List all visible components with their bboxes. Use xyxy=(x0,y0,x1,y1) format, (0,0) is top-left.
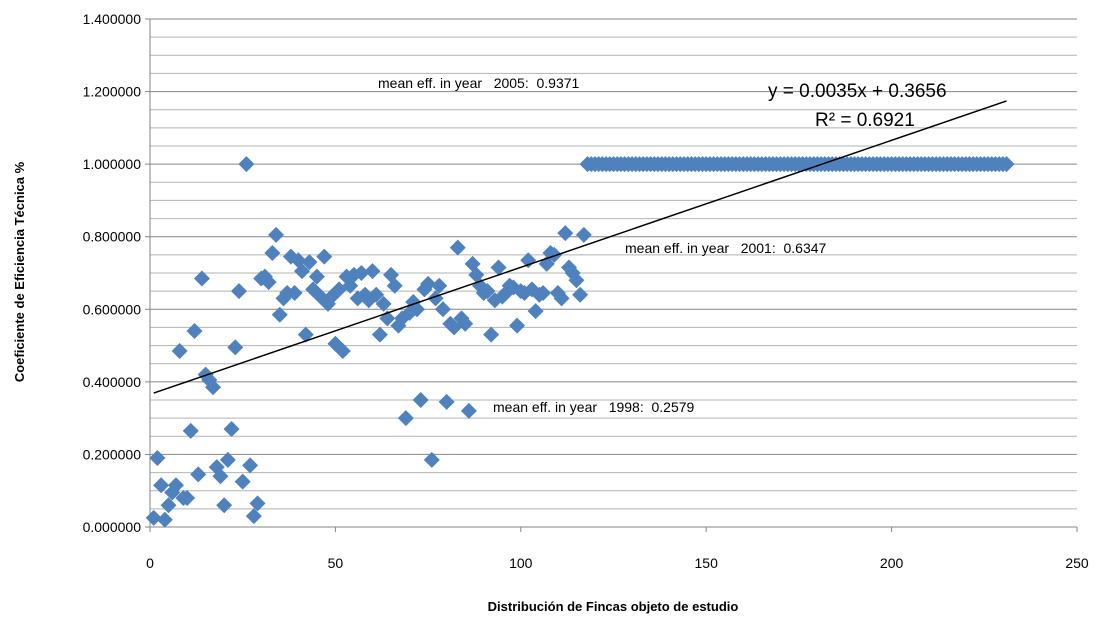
data-point xyxy=(153,477,170,494)
data-point xyxy=(156,511,173,528)
data-point xyxy=(420,275,437,292)
annotation-2001: mean eff. in year 2001: 0.6347 xyxy=(625,240,827,256)
data-point xyxy=(375,295,392,312)
data-point xyxy=(449,239,466,256)
data-point xyxy=(190,466,207,483)
data-point xyxy=(316,248,333,265)
data-point xyxy=(294,263,311,280)
data-point xyxy=(219,451,236,468)
data-point xyxy=(568,272,585,289)
data-point xyxy=(572,286,589,303)
data-point xyxy=(535,284,552,301)
data-point xyxy=(353,265,370,281)
data-point xyxy=(538,255,555,272)
trendline-equation: y = 0.0035x + 0.3656 xyxy=(768,81,947,102)
data-point xyxy=(301,254,318,271)
data-point xyxy=(160,497,177,514)
annotation-2005: mean eff. in year 2005: 0.9371 xyxy=(378,75,580,91)
data-point xyxy=(334,343,351,360)
trendline-r-squared: R² = 0.6921 xyxy=(815,110,915,131)
data-point xyxy=(479,283,496,300)
data-point xyxy=(182,422,199,439)
data-point xyxy=(497,284,514,301)
x-tick-label: 150 xyxy=(695,555,719,571)
data-point xyxy=(149,450,166,467)
data-point xyxy=(557,225,574,242)
data-point xyxy=(520,252,537,269)
data-point xyxy=(371,326,388,343)
y-tick-label: 1.000000 xyxy=(83,156,142,172)
data-point xyxy=(223,421,240,438)
y-tick-label: 0.800000 xyxy=(83,229,142,245)
y-tick-label: 1.400000 xyxy=(83,11,142,27)
x-tick-label: 0 xyxy=(146,555,154,571)
data-point xyxy=(431,277,448,294)
data-point xyxy=(457,315,474,332)
data-point xyxy=(268,226,285,243)
data-point xyxy=(171,343,188,360)
data-point xyxy=(490,259,507,276)
data-point xyxy=(386,277,403,294)
y-axis-ticks: 0.000000 0.200000 0.400000 0.600000 0.800000… xyxy=(83,11,150,535)
annotation-1998: mean eff. in year 1998: 0.2579 xyxy=(493,399,695,415)
trendline xyxy=(153,100,1007,394)
y-tick-label: 0.400000 xyxy=(83,374,142,390)
data-point xyxy=(553,290,570,307)
data-point xyxy=(509,317,526,334)
data-point xyxy=(408,301,425,318)
data-point xyxy=(575,226,592,243)
data-point xyxy=(216,497,233,514)
x-tick-label: 250 xyxy=(1065,555,1089,571)
data-point xyxy=(205,379,222,396)
data-point xyxy=(483,326,500,343)
data-point xyxy=(264,245,281,262)
data-point xyxy=(245,508,262,525)
axes xyxy=(149,19,1077,528)
data-point xyxy=(397,410,414,427)
data-point xyxy=(423,451,440,468)
data-point xyxy=(234,473,251,490)
data-point xyxy=(242,457,259,474)
data-point xyxy=(308,268,325,285)
x-tick-label: 100 xyxy=(509,555,533,571)
x-axis-title: Distribución de Fincas objeto de estudio xyxy=(488,599,739,614)
data-point xyxy=(460,402,477,419)
y-tick-label: 0.000000 xyxy=(83,519,142,535)
data-point xyxy=(186,323,203,340)
data-point xyxy=(434,301,451,318)
data-point xyxy=(145,509,162,526)
y-axis-title: Coeficiente de Eficiencia Técnica % xyxy=(12,161,27,382)
y-tick-label: 1.200000 xyxy=(83,84,142,100)
gridlines xyxy=(150,18,1077,510)
data-point xyxy=(193,270,210,287)
data-point xyxy=(546,246,563,263)
x-axis-ticks: 0 50 100 150 200 250 xyxy=(146,527,1089,571)
data-point xyxy=(167,477,184,494)
data-point xyxy=(238,156,255,173)
y-tick-label: 0.200000 xyxy=(83,446,142,462)
data-point xyxy=(297,326,314,343)
data-point xyxy=(230,283,247,300)
data-point xyxy=(438,393,455,410)
data-point xyxy=(179,489,196,506)
data-point xyxy=(249,495,266,512)
data-point xyxy=(212,468,229,485)
data-point xyxy=(286,284,303,301)
y-tick-label: 0.600000 xyxy=(83,301,142,317)
data-point xyxy=(998,156,1015,173)
x-tick-label: 50 xyxy=(328,555,344,571)
data-point xyxy=(271,306,288,323)
data-point xyxy=(260,274,277,291)
data-point xyxy=(368,286,385,303)
data-point xyxy=(227,339,244,356)
x-tick-label: 200 xyxy=(880,555,904,571)
data-point xyxy=(412,392,429,408)
data-points xyxy=(145,156,1015,528)
data-point xyxy=(364,263,381,280)
data-point xyxy=(527,303,544,320)
